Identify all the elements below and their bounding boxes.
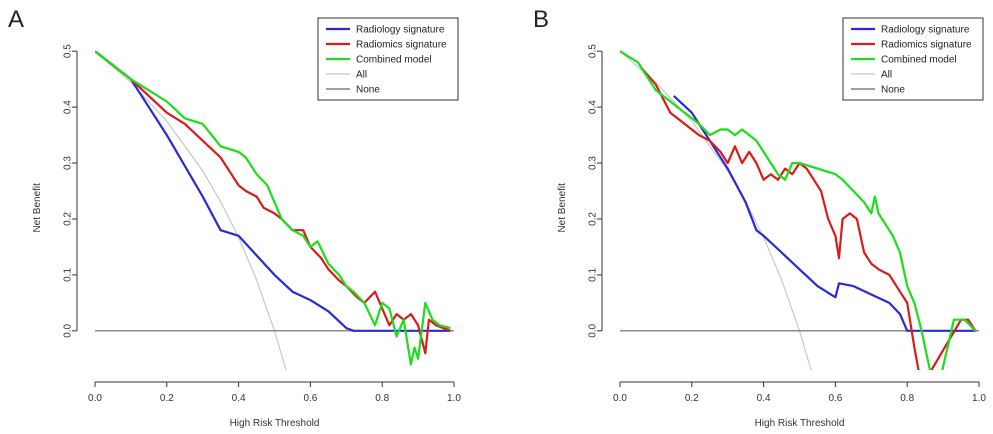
legend-label: All (881, 70, 892, 81)
y-axis-label: Net Benefit (32, 183, 43, 233)
legend-label: None (356, 85, 380, 96)
y-tick-label: 0.1 (588, 268, 599, 282)
panel-letter-b: B (533, 6, 550, 33)
legend-label: Radiomics signature (356, 40, 447, 51)
series-line-radiology-signature (95, 50, 451, 332)
y-tick-label: 0.3 (63, 156, 74, 170)
legend-label: Radiomics signature (881, 40, 972, 51)
x-tick-label: 0.4 (232, 393, 246, 404)
x-tick-label: 0.8 (375, 393, 389, 404)
y-tick-label: 0.0 (63, 323, 74, 337)
x-tick-label: 0.2 (685, 393, 699, 404)
x-tick-label: 0.2 (160, 393, 174, 404)
series-line-radiomics-signature (640, 67, 977, 370)
x-tick-label: 0.4 (757, 393, 771, 404)
legend-label: Radiology signature (881, 25, 970, 36)
y-tick-label: 0.1 (63, 268, 74, 282)
y-tick-label: 0.2 (63, 212, 74, 226)
x-axis-label: High Risk Threshold (755, 418, 845, 429)
series-line-radiology-signature (673, 95, 976, 332)
x-tick-label: 0.6 (828, 393, 842, 404)
legend-label: All (356, 70, 367, 81)
x-tick-label: 1.0 (447, 393, 461, 404)
series-line-radiomics-signature (95, 50, 451, 355)
series-line-all (95, 50, 287, 370)
y-tick-label: 0.3 (588, 156, 599, 170)
y-tick-label: 0.5 (63, 44, 74, 58)
chart-svg-a: 0.0 0.2 0.4 0.6 0.8 1.0 0.0 0.1 0.2 0.3 0.4 0.5 High… (32, 17, 461, 429)
legend-label: None (881, 85, 905, 96)
legend-label: Radiology signature (356, 25, 445, 36)
legend-label: Combined model (356, 55, 432, 66)
y-tick-label: 0.0 (588, 323, 599, 337)
y-tick-label: 0.5 (588, 44, 599, 58)
x-tick-label: 0.0 (88, 393, 102, 404)
series-line-combined-model (620, 50, 977, 370)
x-axis-label: High Risk Threshold (230, 418, 320, 429)
chart-panel-a: A 0.0 0.2 0.4 0.6 0.8 1.0 0.0 0.1 0.2 0.3 0.4 0.5 Hi… (0, 0, 496, 434)
x-tick-label: 0.8 (900, 393, 914, 404)
x-tick-label: 1.0 (972, 393, 986, 404)
y-tick-label: 0.2 (588, 212, 599, 226)
y-tick-label: 0.4 (63, 100, 74, 114)
panel-letter-a: A (8, 6, 25, 33)
legend-label: Combined model (881, 55, 957, 66)
series-line-combined-model (95, 50, 451, 366)
y-axis-label: Net Benefit (557, 183, 568, 233)
x-tick-label: 0.0 (613, 393, 627, 404)
chart-svg-b: 0.0 0.2 0.4 0.6 0.8 1.0 0.0 0.1 0.2 0.3 0.4 0.5 High… (557, 17, 986, 429)
y-tick-label: 0.4 (588, 100, 599, 114)
chart-panel-b: B 0.0 0.2 0.4 0.6 0.8 1.0 0.0 0.1 0.2 0.3 0.4 0.5 Hi… (525, 0, 993, 434)
x-tick-label: 0.6 (303, 393, 317, 404)
